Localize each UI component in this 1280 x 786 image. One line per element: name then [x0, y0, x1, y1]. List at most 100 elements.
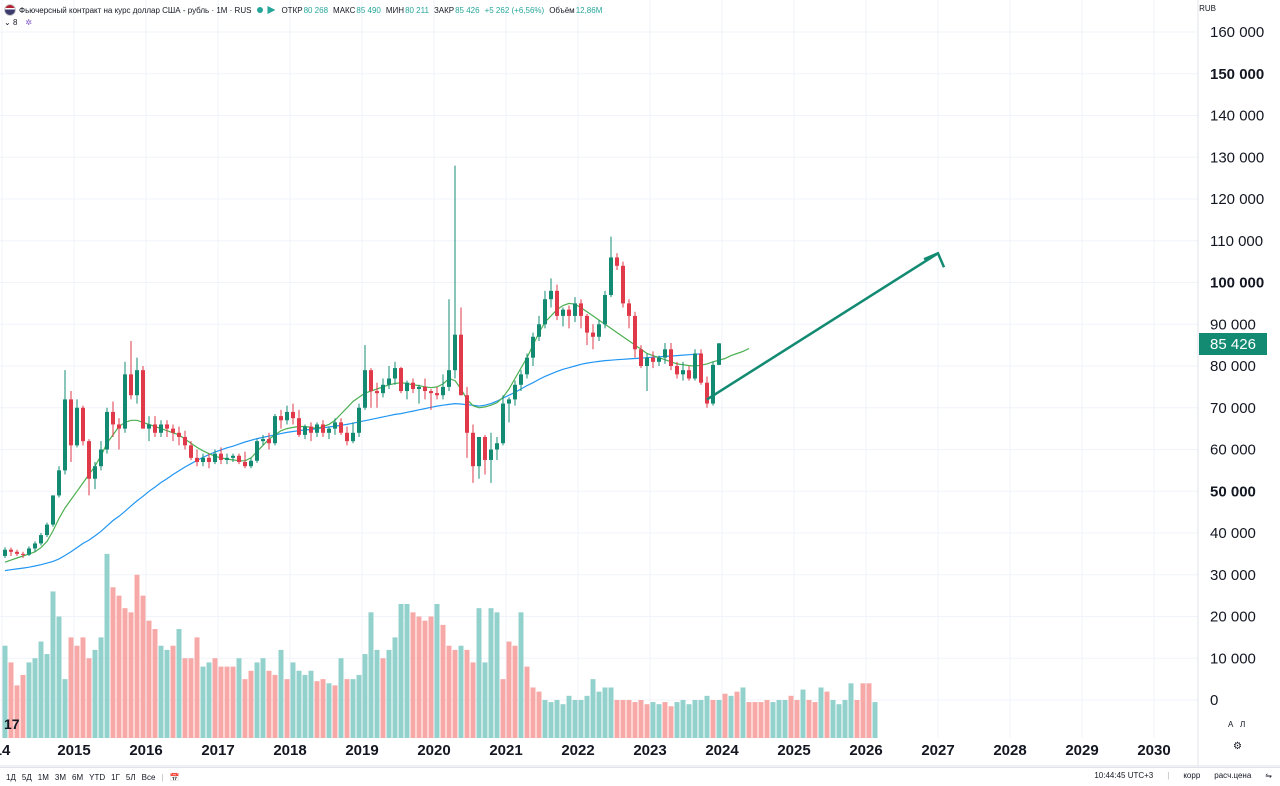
volume-bar — [416, 616, 422, 738]
collapse-indicators-button[interactable]: ⌄ 8 — [4, 18, 18, 27]
x-tick-label: 2020 — [417, 742, 450, 759]
volume-bar — [482, 662, 488, 738]
volume-bar — [626, 700, 632, 738]
volume-bar — [368, 612, 374, 738]
range-ytd[interactable]: YTD — [89, 772, 106, 782]
candle-body — [687, 370, 691, 379]
range-5y[interactable]: 5Л — [125, 772, 136, 782]
candle-body — [93, 466, 97, 479]
time-axis[interactable]: 14 2015 2016 2017 2018 2019 2020 2021 2022 2023 20… — [0, 742, 1171, 759]
y-tick-label: 30 000 — [1210, 567, 1256, 584]
tradingview-logo-icon[interactable]: 17 — [4, 716, 20, 732]
candle-body — [675, 366, 679, 375]
log-scale-button[interactable]: Л — [1240, 720, 1246, 729]
volume-bar — [662, 702, 668, 738]
change-value: +5 262 (+6,56%) — [484, 5, 545, 15]
candle-body — [285, 411, 289, 421]
volume-bar — [650, 702, 656, 738]
volume-bar — [524, 666, 530, 738]
flag-marker-icon[interactable] — [267, 6, 276, 14]
volume-bar — [146, 620, 152, 738]
volume-bar — [170, 645, 176, 738]
candle-body — [51, 495, 55, 525]
clock-time[interactable]: 10:44:45 UTC+3 — [1094, 771, 1154, 780]
volume-bar — [602, 687, 608, 738]
axis-settings-icon[interactable]: ⚙ — [1233, 741, 1242, 752]
range-5d[interactable]: 5Д — [21, 772, 32, 782]
candle-body — [189, 445, 193, 458]
range-1d[interactable]: 1Д — [6, 772, 16, 782]
settlement-price-button[interactable]: расч.цена — [1214, 771, 1252, 780]
volume-bar — [26, 662, 32, 738]
volume-bar — [656, 704, 662, 738]
high-value: 85 490 — [356, 5, 381, 15]
grid-lines — [0, 0, 1198, 738]
candle-body — [627, 303, 631, 316]
candle-body — [363, 370, 367, 408]
y-tick-label: 80 000 — [1210, 358, 1256, 375]
volume-bar — [428, 616, 434, 738]
volume-bar — [158, 645, 164, 738]
candle-body — [99, 449, 103, 467]
volume-bar — [668, 706, 674, 738]
volume-bar — [2, 645, 8, 738]
price-axis[interactable]: 160 000 150 000 140 000 130 000 120 000 110 0… — [1197, 0, 1264, 766]
candles — [3, 165, 721, 559]
candle-body — [411, 382, 415, 389]
volume-bar — [230, 666, 236, 738]
volume-bar — [716, 700, 722, 738]
volume-bar — [260, 658, 266, 738]
adjust-button[interactable]: корр — [1183, 771, 1201, 780]
volume-bar — [350, 679, 356, 738]
y-tick-label: 150 000 — [1210, 66, 1264, 83]
volume-bar — [248, 670, 254, 738]
candle-body — [87, 441, 91, 479]
candle-body — [135, 370, 139, 396]
auto-log-toggles[interactable]: А Л — [1228, 720, 1245, 729]
range-all[interactable]: Все — [141, 772, 156, 782]
candle-body — [171, 428, 175, 433]
candle-body — [597, 324, 601, 337]
candle-body — [69, 399, 73, 446]
currency-label[interactable]: RUB — [1199, 4, 1216, 13]
volume-bar — [254, 662, 260, 738]
volume-bar — [266, 670, 272, 738]
volume-bar — [674, 702, 680, 738]
volume-bar — [356, 674, 362, 738]
range-3m[interactable]: 3M — [54, 772, 66, 782]
range-6m[interactable]: 6M — [72, 772, 84, 782]
volume-bar — [734, 691, 740, 738]
indicator-settings-icon[interactable]: ✲ — [25, 18, 33, 27]
candle-body — [489, 449, 493, 460]
candle-body — [705, 382, 709, 404]
goto-date-icon[interactable]: 📅 — [169, 772, 180, 782]
candle-body — [117, 424, 121, 429]
toggle-axis-icon[interactable]: ⇋ — [1265, 771, 1272, 780]
candle-body — [39, 535, 43, 544]
auto-scale-button[interactable]: А — [1228, 720, 1234, 729]
volume-bar — [398, 603, 404, 738]
range-1y[interactable]: 1Г — [111, 772, 120, 782]
volume-bar — [38, 641, 44, 738]
candle-body — [579, 303, 583, 316]
volume-bar — [686, 704, 692, 738]
volume-bar — [434, 603, 440, 738]
volume-bar — [824, 691, 830, 738]
candle-body — [471, 432, 475, 467]
candle-body — [261, 439, 265, 442]
volume-bar — [620, 700, 626, 738]
price-chart[interactable]: 160 000 150 000 140 000 130 000 120 000 110 0… — [0, 0, 1280, 767]
candle-body — [465, 395, 469, 433]
y-tick-label: 100 000 — [1210, 275, 1264, 292]
volume-bar — [542, 700, 548, 738]
range-1m[interactable]: 1M — [37, 772, 49, 782]
volume-bar — [410, 612, 416, 738]
candle-body — [147, 424, 151, 429]
candle-body — [255, 441, 259, 461]
y-tick-label: 120 000 — [1210, 191, 1264, 208]
last-price-tag: 85 426 — [1199, 333, 1267, 355]
volume-bar — [512, 645, 518, 738]
symbol-title[interactable]: Фьючерсный контракт на курс доллар США -… — [19, 5, 252, 15]
volume-bar — [518, 612, 524, 738]
x-tick-label: 2026 — [849, 742, 882, 759]
